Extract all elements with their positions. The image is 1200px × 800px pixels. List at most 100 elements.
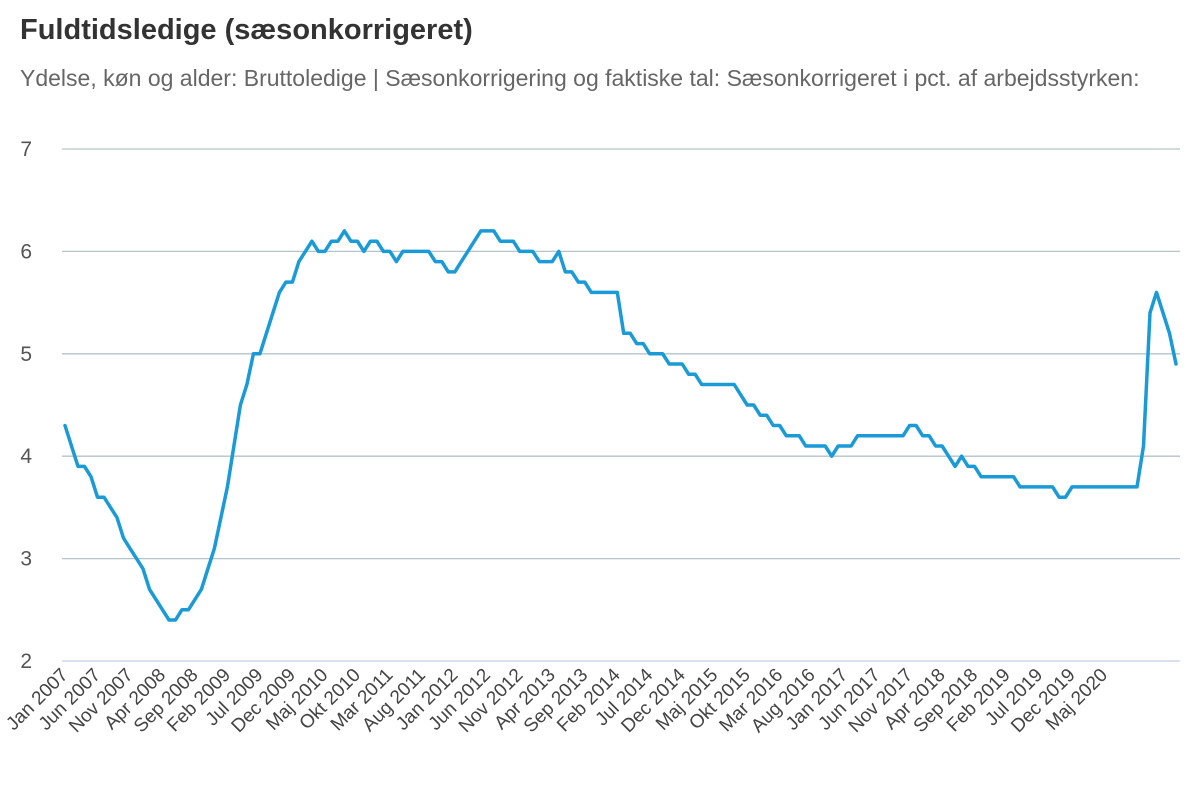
data-point <box>914 423 919 428</box>
data-point <box>1050 484 1055 489</box>
data-point <box>927 433 932 438</box>
data-point <box>849 443 854 448</box>
data-point <box>238 403 243 408</box>
data-point <box>413 249 418 254</box>
data-point <box>888 433 893 438</box>
data-point <box>407 249 412 254</box>
data-point <box>264 331 269 336</box>
data-point <box>725 382 730 387</box>
data-point <box>88 474 93 479</box>
y-axis-ticks: 2 3 4 5 6 7 <box>20 138 32 673</box>
data-point <box>368 239 373 244</box>
data-point <box>322 249 327 254</box>
data-point <box>296 259 301 264</box>
data-point <box>1141 443 1146 448</box>
data-point <box>582 280 587 285</box>
data-point <box>452 269 457 274</box>
data-point <box>114 515 119 520</box>
data-point <box>719 382 724 387</box>
data-point <box>101 495 106 500</box>
data-point <box>63 423 68 428</box>
data-point <box>329 239 334 244</box>
data-point <box>537 259 542 264</box>
data-point <box>1174 362 1179 367</box>
data-point <box>1037 484 1042 489</box>
data-point <box>1122 484 1127 489</box>
data-point <box>543 259 548 264</box>
data-point <box>478 228 483 233</box>
data-point <box>309 239 314 244</box>
data-point <box>550 259 555 264</box>
data-point <box>699 382 704 387</box>
data-point <box>1154 290 1159 295</box>
data-point <box>881 433 886 438</box>
data-point <box>257 351 262 356</box>
data-point <box>1057 495 1062 500</box>
data-point <box>1076 484 1081 489</box>
data-point <box>1044 484 1049 489</box>
series-layer <box>63 228 1179 622</box>
data-point <box>732 382 737 387</box>
data-point <box>1109 484 1114 489</box>
data-point <box>283 280 288 285</box>
data-point <box>147 587 152 592</box>
data-point <box>816 443 821 448</box>
data-point <box>855 433 860 438</box>
data-point <box>95 495 100 500</box>
data-point <box>1024 484 1029 489</box>
data-point <box>491 228 496 233</box>
data-point <box>179 607 184 612</box>
data-point <box>777 423 782 428</box>
data-point <box>1135 484 1140 489</box>
data-point <box>400 249 405 254</box>
data-point <box>316 249 321 254</box>
data-point <box>1089 484 1094 489</box>
data-point <box>439 259 444 264</box>
data-point <box>985 474 990 479</box>
data-point <box>459 259 464 264</box>
data-point <box>862 433 867 438</box>
data-point <box>1167 331 1172 336</box>
data-point <box>901 433 906 438</box>
data-point <box>1148 310 1153 315</box>
data-point <box>706 382 711 387</box>
data-point <box>738 392 743 397</box>
data-point <box>387 249 392 254</box>
data-point <box>589 290 594 295</box>
data-point <box>446 269 451 274</box>
chart-title: Fuldtidsledige (sæsonkorrigeret) <box>20 14 473 46</box>
data-point <box>426 249 431 254</box>
data-point <box>205 566 210 571</box>
gridlines <box>62 148 1180 662</box>
data-point <box>654 351 659 356</box>
data-point <box>992 474 997 479</box>
data-point <box>433 259 438 264</box>
data-point <box>134 556 139 561</box>
data-point <box>517 249 522 254</box>
data-point <box>335 239 340 244</box>
data-point <box>647 351 652 356</box>
data-point <box>504 239 509 244</box>
data-point <box>218 515 223 520</box>
data-point <box>1005 474 1010 479</box>
data-point <box>1083 484 1088 489</box>
data-point <box>894 433 899 438</box>
data-point <box>920 433 925 438</box>
data-point <box>660 351 665 356</box>
data-point <box>82 464 87 469</box>
data-point <box>946 454 951 459</box>
data-point <box>771 423 776 428</box>
data-point <box>270 310 275 315</box>
data-point <box>127 546 132 551</box>
data-point <box>641 341 646 346</box>
data-point <box>303 249 308 254</box>
data-point <box>745 403 750 408</box>
data-point <box>1096 484 1101 489</box>
data-point <box>472 239 477 244</box>
data-point <box>530 249 535 254</box>
data-point <box>342 228 347 233</box>
data-point <box>231 443 236 448</box>
data-point <box>361 249 366 254</box>
data-point <box>907 423 912 428</box>
